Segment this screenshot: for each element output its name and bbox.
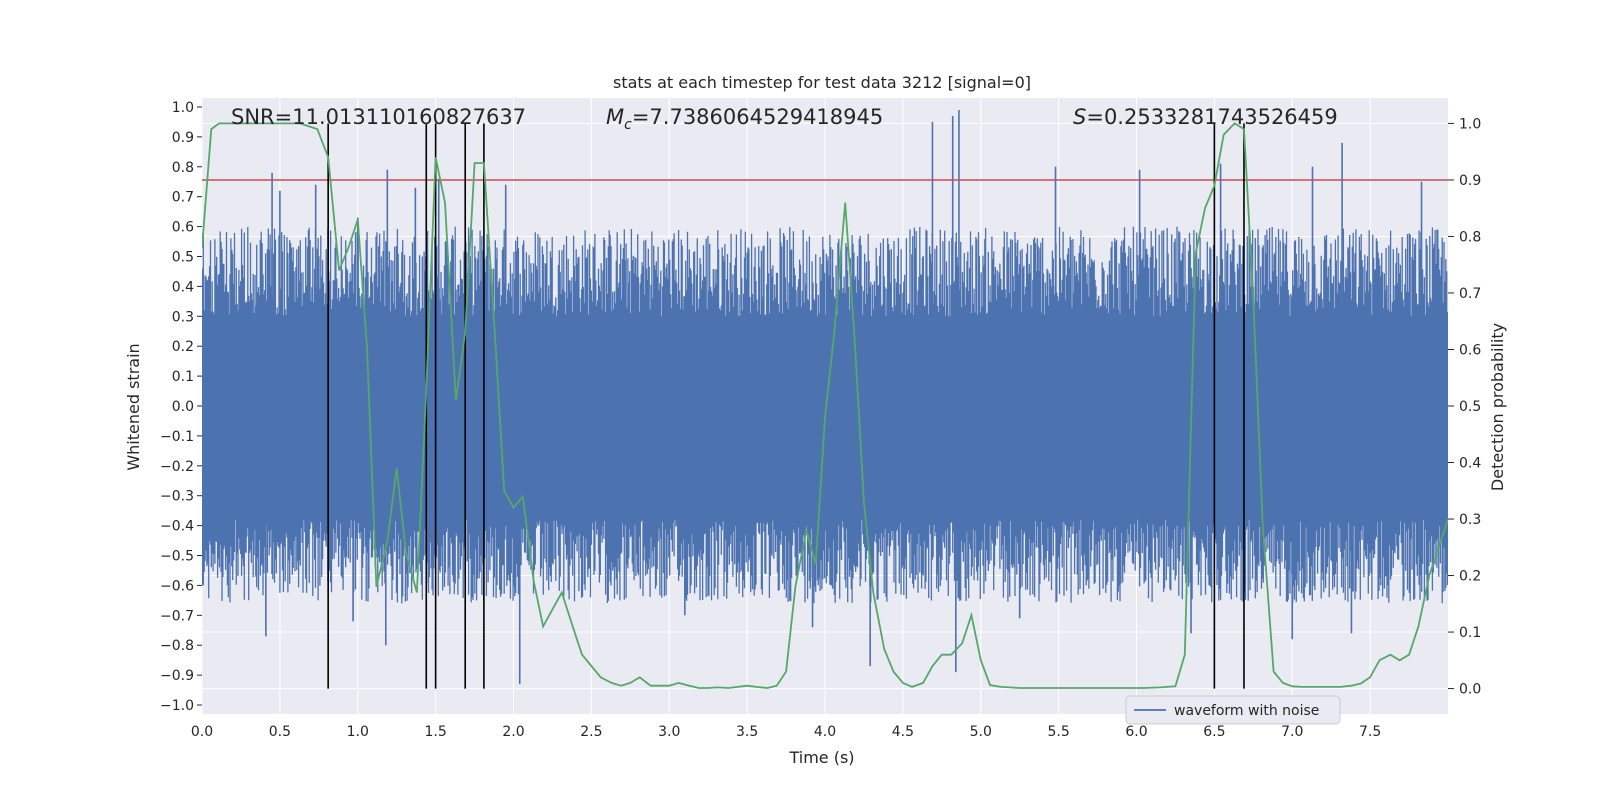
x-tick-label: 0.0	[191, 724, 213, 740]
x-tick-label: 3.5	[736, 724, 758, 740]
y-tick-label: −0.3	[160, 489, 194, 505]
y-tick-label: 0.8	[172, 160, 194, 176]
y-tick-label: −0.4	[160, 519, 194, 535]
s-statistic-annotation: S=0.2533281743526459	[1073, 105, 1338, 129]
y2-tick-label: 0.6	[1459, 342, 1481, 358]
x-tick-label: 3.0	[658, 724, 680, 740]
y-tick-label: 1.0	[172, 100, 194, 116]
x-tick-label: 7.5	[1359, 724, 1381, 740]
y-tick-label: −0.9	[160, 668, 194, 684]
x-tick-labels: 0.0 0.5 1.0 1.5 2.0 2.5 3.0 3.5 4.0 4.5 5.0 5.5 6.0 6…	[191, 724, 1381, 740]
y-tick-label: 0.9	[172, 130, 194, 146]
x-tick-label: 7.0	[1281, 724, 1303, 740]
x-axis-label: Time (s)	[788, 748, 854, 767]
y-tick-label: 0.0	[172, 399, 194, 415]
snr-annotation: SNR=11.013110160827637	[231, 105, 526, 129]
x-tick-label: 6.5	[1203, 724, 1225, 740]
chirp-mass-symbol: M	[606, 105, 624, 129]
y2-tick-label: 0.4	[1459, 456, 1481, 472]
y2-tick-label: 0.0	[1459, 682, 1481, 698]
y-tick-label: −0.2	[160, 459, 194, 475]
y-tick-label: −0.8	[160, 638, 194, 654]
x-tick-label: 2.0	[502, 724, 524, 740]
y-tick-label: 0.3	[172, 309, 194, 325]
y-tick-label: 0.7	[172, 190, 194, 206]
y-tick-label: −0.5	[160, 549, 194, 565]
y-axis-label: Whitened strain	[124, 343, 143, 470]
y2-tick-label: 0.2	[1459, 569, 1481, 585]
y-tick-label: −1.0	[160, 698, 194, 714]
x-tick-label: 6.0	[1125, 724, 1147, 740]
x-tick-label: 5.0	[970, 724, 992, 740]
y2-tick-label: 0.1	[1459, 625, 1481, 641]
y-tick-label: 0.4	[172, 279, 194, 295]
legend: waveform with noise	[1125, 695, 1341, 725]
y2-axis-label: Detection probability	[1488, 323, 1507, 491]
x-tick-label: 1.5	[424, 724, 446, 740]
chart-title: stats at each timestep for test data 321…	[613, 73, 1031, 92]
x-tick-label: 1.0	[347, 724, 369, 740]
y-tick-label: 0.2	[172, 339, 194, 355]
y2-tick-label: 0.9	[1459, 173, 1481, 189]
x-tick-label: 2.5	[580, 724, 602, 740]
y2-tick-label: 0.8	[1459, 229, 1481, 245]
chirp-mass-subscript: c	[624, 117, 632, 133]
y-tick-label: 0.1	[172, 369, 194, 385]
y2-tick-label: 0.5	[1459, 399, 1481, 415]
detection-probability-series	[202, 122, 1448, 689]
y-tick-label: 0.6	[172, 220, 194, 236]
y2-tick-label: 0.3	[1459, 512, 1481, 528]
s-statistic-symbol: S	[1073, 105, 1086, 129]
y-tick-labels: 1.0 0.9 0.8 0.7 0.6 0.5 0.4 0.3 0.2 0.1 0.0 −0.1 −0.…	[160, 100, 202, 714]
legend-box	[1125, 695, 1341, 725]
y-tick-label: −0.1	[160, 429, 194, 445]
y-tick-label: 0.5	[172, 249, 194, 265]
x-tick-label: 4.5	[892, 724, 914, 740]
chirp-mass-value: =7.7386064529418945	[632, 105, 883, 129]
y2-tick-labels: 1.0 0.9 0.8 0.7 0.6 0.5 0.4 0.3 0.2 0.1 0.0	[1448, 116, 1481, 698]
y2-tick-label: 0.7	[1459, 286, 1481, 302]
s-statistic-value: =0.2533281743526459	[1086, 105, 1337, 129]
marker-lines	[327, 123, 1245, 689]
y2-tick-label: 1.0	[1459, 116, 1481, 132]
x-tick-label: 4.0	[814, 724, 836, 740]
x-tick-label: 0.5	[269, 724, 291, 740]
chirp-mass-annotation: Mc=7.7386064529418945	[606, 105, 883, 133]
legend-label: waveform with noise	[1174, 703, 1319, 719]
x-tick-label: 5.5	[1047, 724, 1069, 740]
y-tick-label: −0.7	[160, 608, 194, 624]
y-tick-label: −0.6	[160, 578, 194, 594]
detection-probability-line	[202, 122, 1448, 689]
